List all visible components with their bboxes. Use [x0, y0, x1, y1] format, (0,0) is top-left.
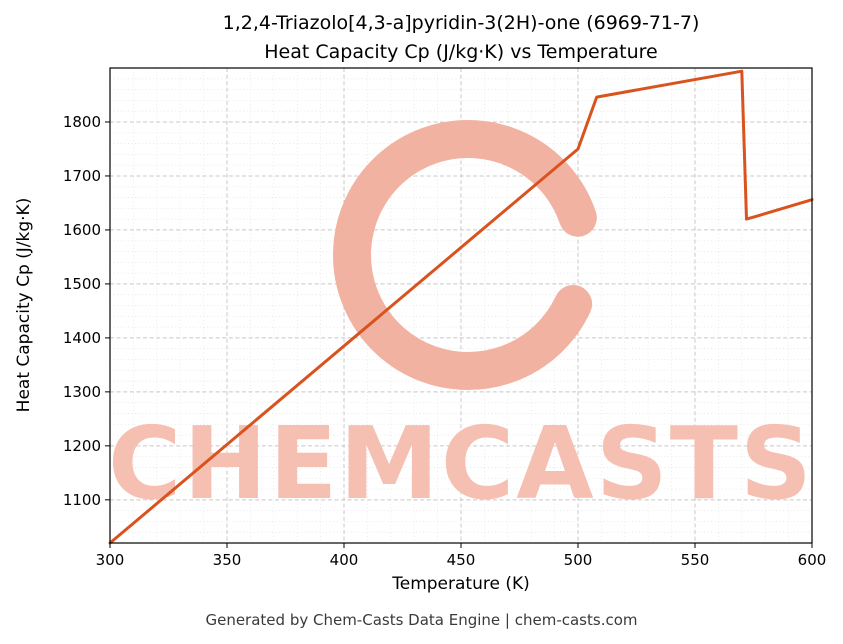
chart-title-line2: Heat Capacity Cp (J/kg·K) vs Temperature — [264, 40, 658, 63]
x-tick-label: 400 — [330, 551, 359, 569]
y-tick-label: 1400 — [63, 329, 101, 347]
x-tick-label: 300 — [96, 551, 125, 569]
x-tick-label: 500 — [564, 551, 593, 569]
y-tick-label: 1300 — [63, 383, 101, 401]
watermark-logo-icon — [333, 120, 603, 390]
chart-title-line1: 1,2,4-Triazolo[4,3-a]pyridin-3(2H)-one (… — [222, 12, 700, 34]
x-tick-label: 350 — [213, 551, 242, 569]
y-tick-label: 1800 — [63, 113, 101, 131]
chart-title: 1,2,4-Triazolo[4,3-a]pyridin-3(2H)-one (… — [110, 9, 812, 67]
y-axis-label: Heat Capacity Cp (J/kg·K) — [14, 197, 34, 413]
footer-credit: Generated by Chem-Casts Data Engine | ch… — [205, 611, 638, 629]
watermark-text: CHEMCASTS — [108, 405, 814, 522]
y-tick-label: 1600 — [63, 221, 101, 239]
cp-data-line — [108, 69, 814, 545]
x-tick-label: 550 — [681, 551, 710, 569]
y-tick-label: 1100 — [63, 491, 101, 509]
y-tick-label: 1700 — [63, 167, 101, 185]
x-tick-label: 450 — [447, 551, 476, 569]
x-axis-label: Temperature (K) — [392, 574, 530, 594]
y-tick-label: 1200 — [63, 437, 101, 455]
y-tick-label: 1500 — [63, 275, 101, 293]
x-tick-label: 600 — [798, 551, 827, 569]
